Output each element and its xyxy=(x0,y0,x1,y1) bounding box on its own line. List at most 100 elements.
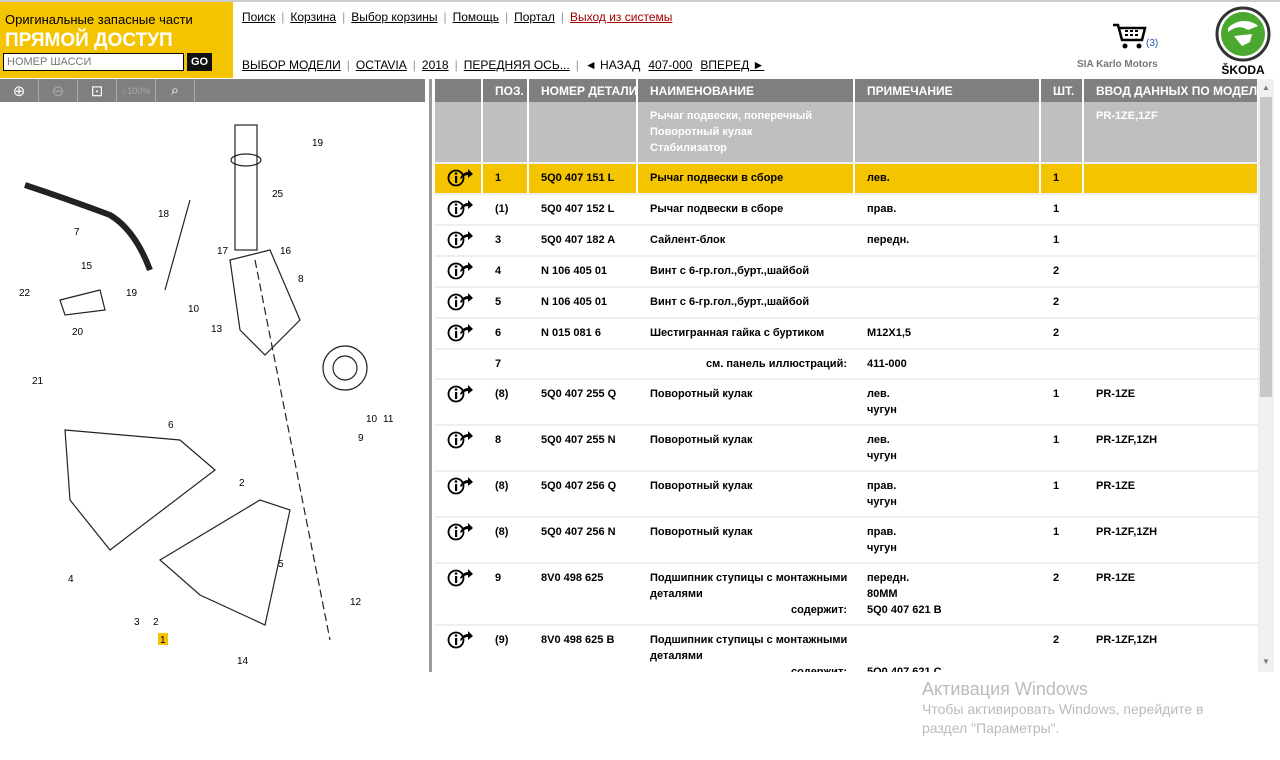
forward-link[interactable]: ВПЕРЕД ► xyxy=(700,58,765,72)
table-row[interactable]: 7 см. панель иллюстраций: 411-000 xyxy=(435,349,1258,380)
info-cart-icon[interactable] xyxy=(447,199,473,219)
diagram-callout[interactable]: 21 xyxy=(32,376,44,387)
diagram-callout[interactable]: 25 xyxy=(272,189,284,200)
diagram-callout[interactable]: 5 xyxy=(278,559,284,570)
table-row[interactable]: (8) 5Q0 407 255 Q Поворотный кулак лев. чугу… xyxy=(435,379,1258,426)
part-number-cell[interactable]: 5Q0 407 151 L xyxy=(528,163,638,195)
diagram-callout[interactable]: 7 xyxy=(74,227,80,238)
diagram-callout[interactable]: 6 xyxy=(168,420,174,431)
info-cart-icon[interactable] xyxy=(447,168,473,188)
column-header[interactable]: ПОЗ. xyxy=(482,79,529,102)
column-header[interactable]: ВВОД ДАННЫХ ПО МОДЕЛИ xyxy=(1083,79,1258,102)
diagram-callout[interactable]: 15 xyxy=(81,261,93,272)
info-cart-icon[interactable] xyxy=(447,430,473,450)
table-row[interactable]: (8) 5Q0 407 256 N Поворотный кулак прав. чуг… xyxy=(435,517,1258,564)
diagram-callout[interactable]: 11 xyxy=(383,414,394,425)
top-link[interactable]: Помощь xyxy=(452,10,499,24)
diagram-callout[interactable]: 14 xyxy=(237,656,249,667)
diagram-callout[interactable]: 10 xyxy=(366,414,378,425)
breadcrumb-item[interactable]: OCTAVIA xyxy=(355,58,407,72)
diagram-callout[interactable]: 16 xyxy=(280,246,292,257)
go-button[interactable]: GO xyxy=(187,53,212,71)
breadcrumb-item[interactable]: 2018 xyxy=(421,58,449,72)
part-number-cell[interactable]: 5Q0 407 255 Q xyxy=(528,379,638,426)
scroll-thumb[interactable] xyxy=(1260,97,1272,397)
diagram-callout[interactable]: 2 xyxy=(239,478,245,489)
diagram-callout[interactable]: 12 xyxy=(350,597,362,608)
diagram-callout[interactable]: 3 xyxy=(134,617,140,628)
diagram-callout[interactable]: 19 xyxy=(312,138,324,149)
diagram-callout[interactable]: 4 xyxy=(68,574,74,585)
top-link[interactable]: Корзина xyxy=(290,10,337,24)
top-link[interactable]: Выход из системы xyxy=(569,10,673,24)
diagram-callout[interactable]: 17 xyxy=(217,246,229,257)
zoom-out-icon[interactable]: ⊖ xyxy=(39,79,78,102)
info-cart-icon[interactable] xyxy=(447,261,473,281)
top-link[interactable]: Выбор корзины xyxy=(351,10,438,24)
part-number-cell[interactable]: N 106 405 01 xyxy=(528,256,638,288)
part-number-cell[interactable]: 8V0 498 625 B xyxy=(528,625,638,672)
diagram-callout[interactable]: 18 xyxy=(158,209,170,220)
column-header[interactable]: НАИМЕНОВАНИЕ xyxy=(637,79,855,102)
diagram-callout[interactable]: 8 xyxy=(298,274,304,285)
diagram-callout[interactable]: 2 xyxy=(153,617,159,628)
table-scrollbar[interactable]: ▲ ▼ xyxy=(1258,79,1274,672)
breadcrumb-item[interactable]: ПЕРЕДНЯЯ ОСЬ... xyxy=(463,58,570,72)
table-row[interactable]: 8 5Q0 407 255 N Поворотный кулак лев. чугун 1… xyxy=(435,425,1258,472)
table-row[interactable]: 3 5Q0 407 182 A Сайлент-блок передн. 1 xyxy=(435,225,1258,257)
diagram-callout[interactable]: 1 xyxy=(160,635,166,646)
cart-count-value[interactable]: (3) xyxy=(1146,38,1159,49)
icon-cell xyxy=(435,163,483,195)
column-header[interactable]: НОМЕР ДЕТАЛИ xyxy=(528,79,638,102)
info-cart-icon[interactable] xyxy=(447,568,473,588)
cart-count[interactable]: (3) xyxy=(1146,38,1158,49)
part-number-cell[interactable]: 5Q0 407 256 N xyxy=(528,517,638,564)
part-number-cell[interactable]: N 015 081 6 xyxy=(528,318,638,350)
scroll-up-icon[interactable]: ▲ xyxy=(1262,83,1270,92)
info-cart-icon[interactable] xyxy=(447,323,473,343)
info-cart-icon[interactable] xyxy=(447,522,473,542)
diagram-callout[interactable]: 13 xyxy=(211,324,223,335)
column-header[interactable]: ШТ. xyxy=(1040,79,1084,102)
part-number-cell[interactable]: 5Q0 407 152 L xyxy=(528,194,638,226)
top-link[interactable]: Портал xyxy=(514,10,555,24)
panel-divider[interactable] xyxy=(429,79,432,672)
info-cart-icon[interactable] xyxy=(447,476,473,496)
part-number-cell[interactable]: 5Q0 407 256 Q xyxy=(528,471,638,518)
search-icon[interactable]: ⌕ xyxy=(156,79,195,102)
part-number-cell[interactable]: 8V0 498 625 xyxy=(528,563,638,626)
info-cart-icon[interactable] xyxy=(447,384,473,404)
chassis-number-input[interactable] xyxy=(3,53,184,71)
column-header[interactable]: ПРИМЕЧАНИЕ xyxy=(854,79,1041,102)
table-row[interactable]: (8) 5Q0 407 256 Q Поворотный кулак прав. чуг… xyxy=(435,471,1258,518)
diagram-callout[interactable]: 20 xyxy=(72,327,84,338)
info-cart-icon[interactable] xyxy=(447,630,473,650)
table-row[interactable]: (9) 8V0 498 625 B Подшипник ступицы с монт… xyxy=(435,625,1258,672)
zoom-area-icon[interactable]: ⊡ xyxy=(78,79,117,102)
zoom-in-icon[interactable]: ⊕ xyxy=(0,79,39,102)
info-cart-icon[interactable] xyxy=(447,230,473,250)
info-cart-icon[interactable] xyxy=(447,292,473,312)
table-row[interactable]: 1 5Q0 407 151 L Рычаг подвески в сборе лев.… xyxy=(435,163,1258,195)
zoom-100-icon[interactable]: ○100% xyxy=(117,79,156,102)
cart-icon[interactable] xyxy=(1112,22,1148,50)
part-number-cell[interactable]: 5Q0 407 182 A xyxy=(528,225,638,257)
part-number-cell[interactable]: 5Q0 407 255 N xyxy=(528,425,638,472)
table-row[interactable]: (1) 5Q0 407 152 L Рычаг подвески в сборе пр… xyxy=(435,194,1258,226)
diagram-callout[interactable]: 9 xyxy=(358,433,364,444)
current-page[interactable]: 407-000 xyxy=(648,58,693,72)
table-row[interactable]: 9 8V0 498 625 Подшипник ступицы с монтажны… xyxy=(435,563,1258,626)
ref-link[interactable]: 411-000 xyxy=(854,349,1041,380)
breadcrumb-item[interactable]: ВЫБОР МОДЕЛИ xyxy=(242,58,341,72)
top-link[interactable]: Поиск xyxy=(242,10,276,24)
diagram-callout[interactable]: 19 xyxy=(126,288,138,299)
part-number-cell[interactable]: N 106 405 01 xyxy=(528,287,638,319)
scroll-down-icon[interactable]: ▼ xyxy=(1262,657,1270,666)
diagram-callout[interactable]: 10 xyxy=(188,304,200,315)
back-link[interactable]: ◄ НАЗАД xyxy=(584,58,641,72)
diagram-callout[interactable]: 22 xyxy=(19,288,31,299)
column-header[interactable] xyxy=(435,79,483,102)
